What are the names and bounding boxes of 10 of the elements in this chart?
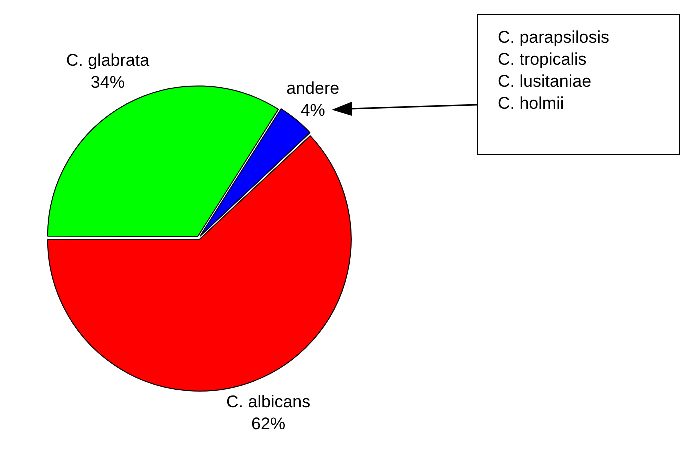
slice-label: andere bbox=[286, 78, 340, 98]
slice-label: C. albicans bbox=[226, 392, 311, 412]
text: C. parapsilosis bbox=[498, 27, 610, 49]
data-label: 34% bbox=[90, 73, 125, 92]
slice-label: C. glabrata bbox=[66, 51, 150, 70]
text: C. tropicalis bbox=[498, 49, 588, 71]
data-label: 4% bbox=[300, 100, 326, 120]
text: C. holmii bbox=[498, 93, 566, 115]
text: C. lusitaniae bbox=[498, 71, 593, 93]
data-label: 62% bbox=[252, 414, 286, 434]
